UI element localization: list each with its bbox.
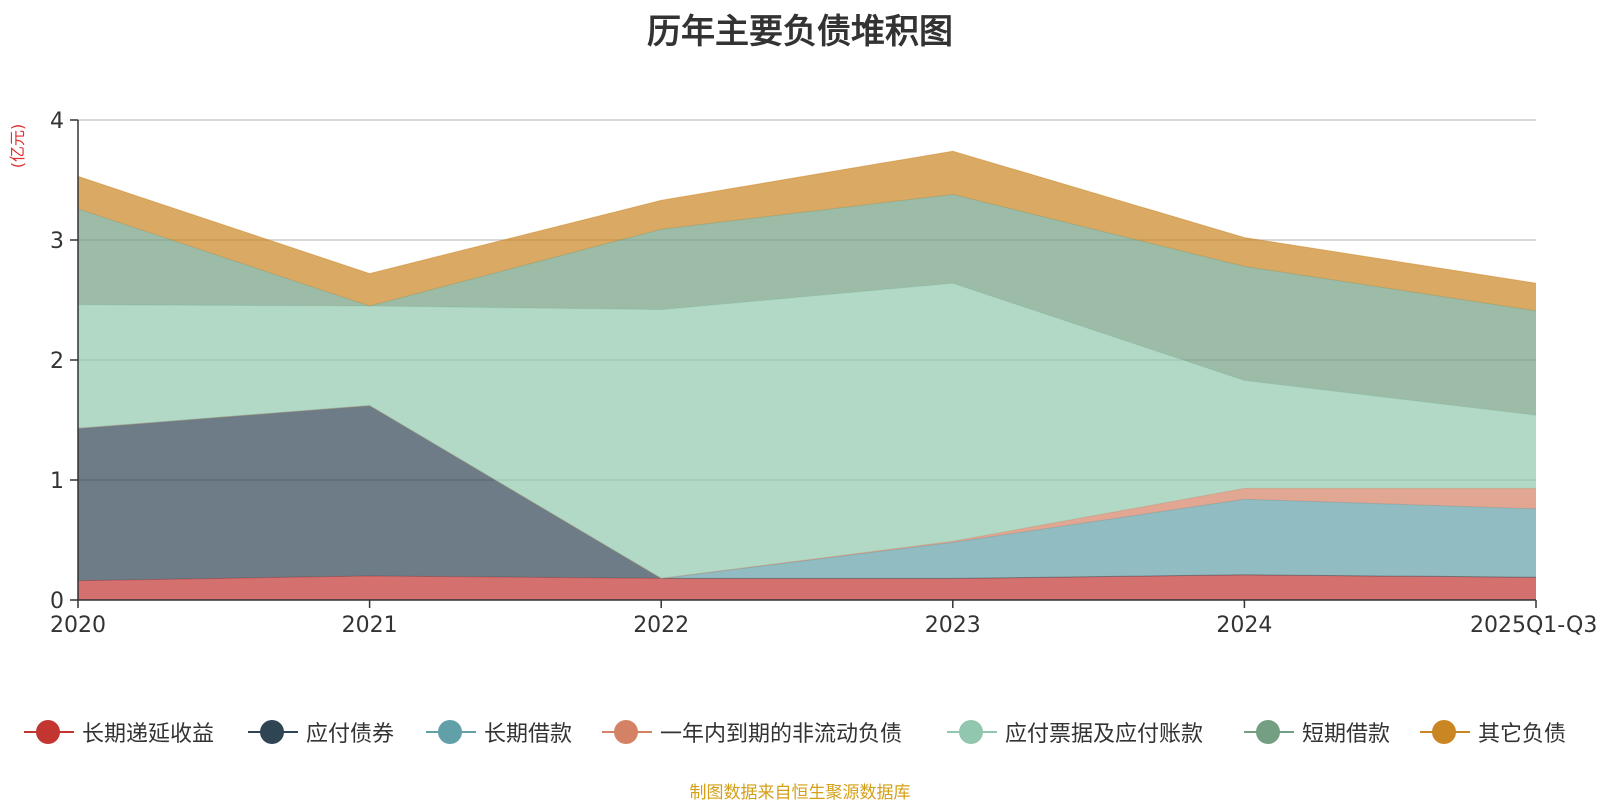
legend-marker-icon xyxy=(602,717,652,747)
area-series-0 xyxy=(78,574,1536,600)
series-edge-6 xyxy=(77,150,1537,284)
legend-label: 一年内到期的非流动负债 xyxy=(660,722,903,747)
legend-item-2[interactable]: 长期借款 xyxy=(426,712,572,752)
legend-dot xyxy=(1256,720,1280,744)
legend-item-3[interactable]: 一年内到期的非流动负债 xyxy=(602,712,902,752)
legend-dot xyxy=(614,720,638,744)
legend-dot xyxy=(36,720,60,744)
y-tick-label: 4 xyxy=(50,109,64,134)
legend-label: 应付票据及应付账款 xyxy=(1005,722,1204,747)
legend-label: 短期借款 xyxy=(1302,722,1391,747)
area-series-4 xyxy=(78,283,1536,579)
x-tick-label: 2021 xyxy=(342,613,398,638)
legend-marker-icon xyxy=(248,717,298,747)
x-tick-label: 2022 xyxy=(633,613,689,638)
legend-item-5[interactable]: 短期借款 xyxy=(1244,712,1390,752)
source-note: 制图数据来自恒生聚源数据库 xyxy=(689,783,911,803)
x-tick-label: 2025Q1-Q3 xyxy=(1470,613,1597,638)
legend-label: 长期借款 xyxy=(484,722,573,747)
legend-item-0[interactable]: 长期递延收益 xyxy=(24,712,214,752)
area-series-2 xyxy=(78,405,1536,579)
legend-dot xyxy=(260,720,284,744)
area-series-3 xyxy=(78,405,1536,579)
legend-marker-icon xyxy=(1420,717,1470,747)
legend-marker-icon xyxy=(1244,717,1294,747)
legend-item-6[interactable]: 其它负债 xyxy=(1420,712,1566,752)
area-series-1 xyxy=(78,405,1536,581)
legend-label: 应付债券 xyxy=(306,722,395,747)
legend-dot xyxy=(1432,720,1456,744)
y-tick-label: 2 xyxy=(50,349,64,374)
legend-marker-icon xyxy=(426,717,476,747)
chart-title: 历年主要负债堆积图 xyxy=(647,12,953,52)
chart-legend: 长期递延收益 应付债券 长期借款 一年内到期的非流动负债 应付票据及应付账款 短期借款 其它… xyxy=(0,712,1600,752)
area-series-5 xyxy=(78,194,1536,416)
legend-item-4[interactable]: 应付票据及应付账款 xyxy=(947,712,1203,752)
legend-dot xyxy=(438,720,462,744)
y-axis-unit-label: (亿元) xyxy=(8,124,27,169)
legend-marker-icon xyxy=(24,717,74,747)
legend-label: 其它负债 xyxy=(1478,722,1567,747)
legend-label: 长期递延收益 xyxy=(82,722,215,747)
legend-dot xyxy=(959,720,983,744)
legend-marker-icon xyxy=(947,717,997,747)
y-tick-label: 3 xyxy=(50,229,64,254)
area-series-6 xyxy=(78,151,1536,311)
y-tick-label: 1 xyxy=(50,469,64,494)
x-tick-label: 2023 xyxy=(925,613,981,638)
y-tick-label: 0 xyxy=(50,589,64,614)
legend-item-1[interactable]: 应付债券 xyxy=(248,712,394,752)
x-tick-label: 2024 xyxy=(1216,613,1272,638)
x-tick-label: 2020 xyxy=(50,613,106,638)
